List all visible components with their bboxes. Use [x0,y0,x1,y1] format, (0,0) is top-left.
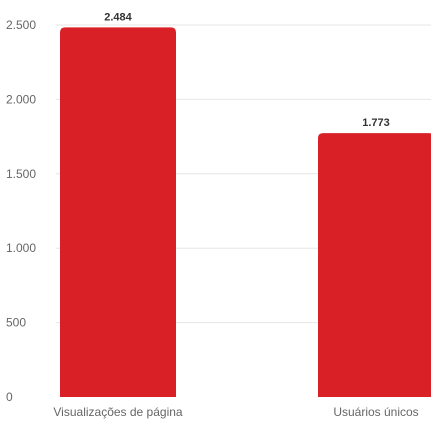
data-label: 1.773 [362,117,390,129]
category-label: Visualizações de página [53,405,183,419]
y-tick-label: 500 [6,316,26,330]
y-tick-label: 0 [6,390,13,404]
category-labels: Visualizações de página Usuários únicos [53,405,418,419]
y-tick-label: 1.500 [6,167,36,181]
data-label: 2.484 [104,11,132,23]
bar [60,27,176,398]
y-axis-tick-labels: 0 500 1.000 1.500 2.000 2.500 [6,18,36,404]
bars [60,27,431,398]
data-labels: 2.484 1.773 [104,11,390,129]
y-tick-label: 1.000 [6,241,36,255]
y-tick-label: 2.500 [6,18,36,32]
y-tick-label: 2.000 [6,92,36,106]
bar [318,133,431,397]
category-label: Usuários únicos [333,405,418,419]
